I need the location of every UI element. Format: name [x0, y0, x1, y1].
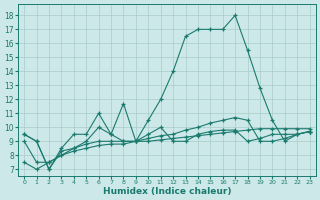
- X-axis label: Humidex (Indice chaleur): Humidex (Indice chaleur): [103, 187, 231, 196]
